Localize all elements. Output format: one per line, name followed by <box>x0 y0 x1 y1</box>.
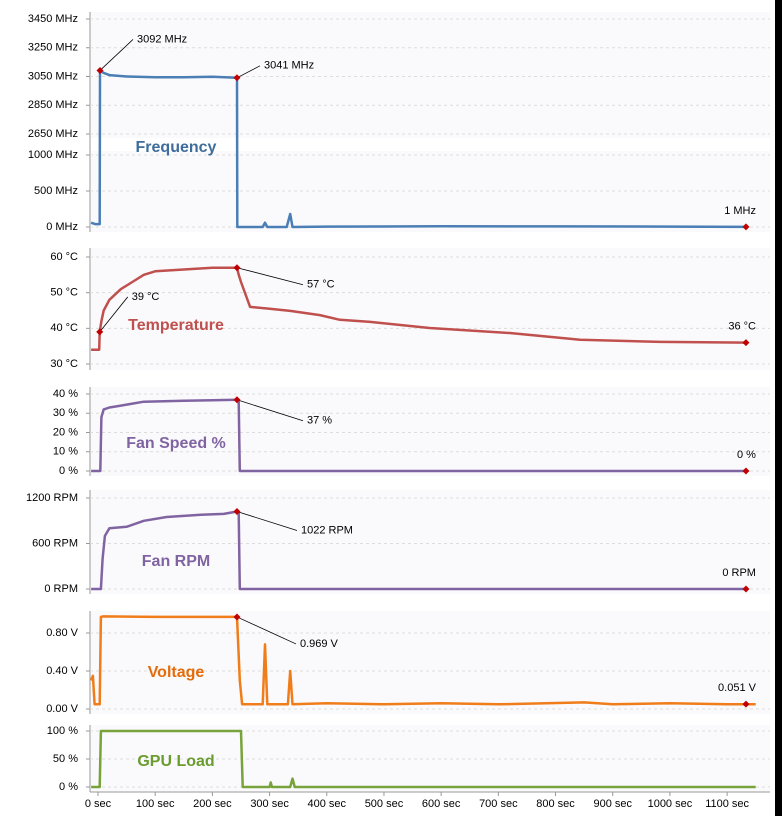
y-tick-label: 50 °C <box>50 287 78 299</box>
point-marker <box>742 467 750 475</box>
leader-line <box>236 616 297 645</box>
value-label: 0 % <box>737 449 756 461</box>
point-marker <box>233 74 241 82</box>
y-tick-label: 3450 MHz <box>28 13 78 25</box>
y-tick-label: 30 °C <box>50 358 78 370</box>
point-marker <box>233 507 241 515</box>
value-label: 0.969 V <box>300 638 339 650</box>
leader-line <box>236 267 304 286</box>
point-marker <box>742 585 750 593</box>
axis-break <box>84 138 770 151</box>
y-tick-label: 30 % <box>53 407 78 419</box>
y-tick-label: 40 °C <box>50 322 78 334</box>
x-tick-label: 700 sec <box>479 798 518 810</box>
y-tick-label: 0.80 V <box>46 627 78 639</box>
series-line <box>91 729 756 789</box>
panel-title: Fan RPM <box>142 553 210 570</box>
panel-title: Temperature <box>128 317 224 334</box>
value-label: 3092 MHz <box>137 33 187 45</box>
x-tick-label: 500 sec <box>365 798 404 810</box>
y-tick-label: 40 % <box>53 388 78 400</box>
value-label: 0.051 V <box>718 682 757 694</box>
series-line <box>91 510 746 591</box>
panel-title: Fan Speed % <box>126 435 226 452</box>
value-label: 39 °C <box>132 291 160 303</box>
panel-background <box>90 248 770 370</box>
y-tick-label: 60 °C <box>50 251 78 263</box>
point-marker <box>96 66 104 74</box>
window-edge <box>775 0 782 816</box>
series-line <box>89 615 756 706</box>
x-tick-label: 1000 sec <box>648 798 693 810</box>
x-tick-label: 800 sec <box>536 798 575 810</box>
value-label: 57 °C <box>307 279 335 291</box>
leader-line <box>236 65 261 79</box>
y-tick-label: 600 RPM <box>32 537 78 549</box>
y-tick-label: 0 MHz <box>46 221 78 233</box>
y-tick-label: 500 MHz <box>34 185 78 197</box>
x-tick-label: 400 sec <box>308 798 347 810</box>
leader-line <box>99 39 134 71</box>
series-line <box>91 266 747 351</box>
x-tick-label: 200 sec <box>193 798 232 810</box>
panel-background <box>90 611 770 714</box>
point-marker <box>96 328 104 336</box>
point-marker <box>233 264 241 272</box>
leader-line <box>236 399 304 422</box>
panel-title: Voltage <box>148 664 205 681</box>
series-line <box>91 398 746 473</box>
y-tick-label: 0 % <box>59 781 78 793</box>
x-tick-label: 1100 sec <box>705 798 749 810</box>
x-tick-label: 900 sec <box>593 798 632 810</box>
value-label: 0 RPM <box>722 567 756 579</box>
y-tick-label: 0 % <box>59 465 78 477</box>
panel-title: GPU Load <box>137 753 214 770</box>
y-tick-label: 1200 RPM <box>26 492 78 504</box>
y-tick-label: 3250 MHz <box>28 42 78 54</box>
y-tick-label: 1000 MHz <box>28 149 78 161</box>
point-marker <box>233 613 241 621</box>
y-tick-label: 0.40 V <box>46 665 78 677</box>
point-marker <box>742 339 750 347</box>
panel-title: Frequency <box>136 139 217 156</box>
x-tick-label: 600 sec <box>422 798 461 810</box>
x-tick-label: 300 sec <box>250 798 289 810</box>
y-tick-label: 50 % <box>53 753 78 765</box>
value-label: 1 MHz <box>724 205 756 217</box>
panel-background <box>90 12 770 232</box>
x-tick-label: 0 sec <box>85 798 112 810</box>
point-marker <box>233 396 241 404</box>
y-tick-label: 10 % <box>53 446 78 458</box>
y-tick-label: 20 % <box>53 426 78 438</box>
leader-line <box>99 296 129 333</box>
value-label: 37 % <box>307 415 332 427</box>
point-marker <box>742 223 750 231</box>
y-tick-label: 2850 MHz <box>28 99 78 111</box>
y-tick-label: 2650 MHz <box>28 128 78 140</box>
point-marker <box>742 700 750 708</box>
panel-background <box>90 490 770 594</box>
y-tick-label: 100 % <box>47 725 78 737</box>
value-label: 3041 MHz <box>264 60 314 72</box>
y-tick-label: 0 RPM <box>44 583 78 595</box>
value-label: 1022 RPM <box>301 524 353 536</box>
y-tick-label: 0.00 V <box>46 703 78 715</box>
x-tick-label: 100 sec <box>136 798 175 810</box>
leader-line <box>236 511 298 531</box>
y-tick-label: 3050 MHz <box>28 70 78 82</box>
panel-background <box>90 387 770 476</box>
value-label: 36 °C <box>728 321 756 333</box>
